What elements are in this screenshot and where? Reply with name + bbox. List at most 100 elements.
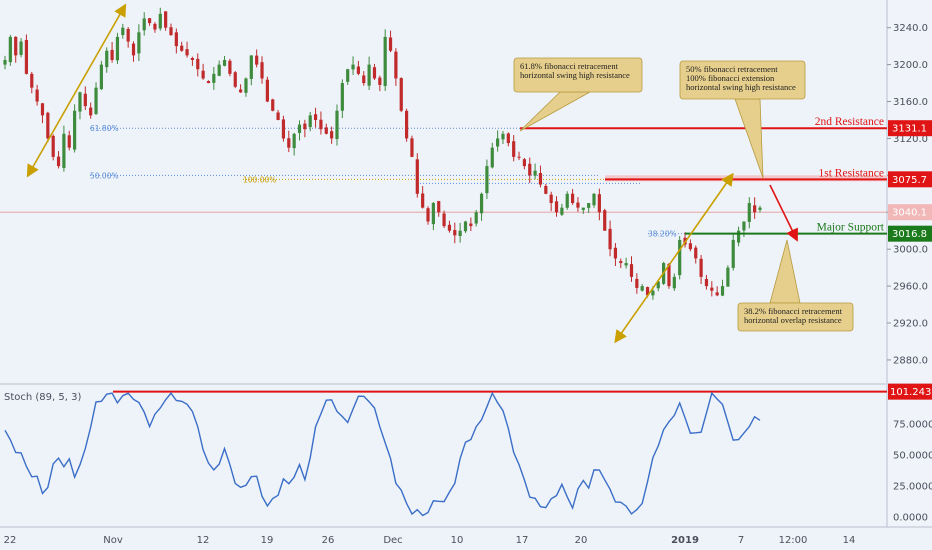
candle-body	[265, 79, 269, 102]
candle-body	[340, 83, 344, 111]
candle-body	[169, 27, 173, 36]
candle-body	[597, 194, 601, 213]
candle-body	[153, 23, 157, 30]
candle-body	[3, 59, 7, 65]
candle-body	[410, 138, 414, 157]
candle-body	[308, 115, 312, 128]
candle-body	[560, 207, 564, 215]
price-chart[interactable]: 3240.03200.03160.03120.03080.03040.03000…	[0, 0, 932, 385]
candle-body	[303, 123, 307, 130]
trend-arrow-2	[614, 172, 734, 344]
candle-body	[14, 36, 18, 56]
candle-body	[142, 18, 146, 31]
candle-body	[239, 89, 243, 93]
stoch-line	[4, 391, 761, 517]
candle-body	[372, 67, 377, 79]
candle-body	[367, 64, 371, 86]
candle-body	[313, 114, 318, 120]
candle-body	[158, 13, 162, 29]
candle-body	[469, 223, 473, 227]
annotation-text: 100% fibonacci extension	[686, 73, 775, 83]
candle-body	[549, 194, 553, 204]
fib-label: 100.00%	[243, 175, 276, 184]
y-tick-label: 3120.0	[893, 134, 928, 145]
candle-body	[747, 203, 751, 222]
annotation-text: 61.8% fibonacci retracement	[520, 61, 619, 71]
candle-body	[292, 133, 296, 149]
candle-body	[201, 70, 205, 79]
stoch-y-tick: 50.0000	[893, 451, 932, 462]
candle-body	[592, 193, 596, 206]
y-tick-label: 2920.0	[893, 319, 928, 330]
candle-body	[212, 73, 216, 83]
candle-body	[378, 77, 382, 85]
candle-body	[581, 207, 585, 210]
candle-body	[426, 208, 430, 222]
candle-body	[753, 205, 757, 213]
candle-body	[576, 202, 580, 208]
annotation-text: horizontal swing high resistance	[686, 82, 796, 92]
candle-body	[736, 230, 741, 243]
x-tick-label: 2019	[671, 535, 699, 546]
candle-body	[485, 166, 489, 194]
candle-body	[421, 193, 425, 208]
candle-body	[388, 37, 393, 51]
candle-body	[180, 45, 184, 51]
candle-body	[196, 58, 200, 70]
candle-body	[544, 185, 548, 194]
candle-body	[217, 64, 221, 76]
stoch-axis-bg	[887, 385, 932, 527]
candle-body	[276, 112, 280, 120]
candle-body	[287, 138, 291, 148]
level-label: 1st Resistance	[819, 167, 884, 179]
level-tag: 3131.1	[892, 124, 927, 135]
candle-body	[399, 78, 403, 111]
candle-body	[255, 55, 259, 65]
annotation-text: horizontal swing high resistance	[520, 70, 630, 80]
level-tag-bg	[888, 225, 932, 242]
candle-body	[415, 159, 419, 194]
stoch-y-tick: 25.0000	[893, 481, 932, 492]
candle-body	[431, 203, 435, 225]
candle-body	[190, 58, 195, 60]
candle-body	[437, 201, 441, 213]
candle-body	[501, 133, 505, 140]
level-label: 2nd Resistance	[815, 116, 884, 128]
candle-body	[324, 127, 328, 134]
x-tick-label: 14	[843, 535, 856, 546]
candle-body	[271, 99, 275, 111]
annotation-box	[679, 60, 806, 100]
annotation-box	[513, 57, 643, 93]
y-tick-label: 3000.0	[893, 245, 928, 256]
x-tick-label: Dec	[383, 535, 402, 546]
y-tick-label: 3240.0	[893, 23, 928, 34]
candle-body	[565, 193, 569, 208]
candle-body	[608, 228, 612, 250]
candle-body	[222, 59, 227, 66]
candle-body	[506, 133, 510, 144]
candle-body	[335, 110, 339, 140]
candle-body	[297, 124, 302, 133]
x-tick-label: 17	[516, 535, 529, 546]
annotation-box	[737, 302, 854, 332]
trend-arrow-1	[26, 3, 127, 178]
candle-body	[356, 66, 361, 74]
candle-body	[126, 28, 130, 42]
x-tick-label: 7	[738, 535, 744, 546]
y-tick-label: 2880.0	[893, 355, 928, 366]
current-price-tag: 3040.1	[892, 208, 927, 219]
candle-body	[587, 203, 591, 208]
stoch-y-tick: 75.0000	[893, 420, 932, 431]
annotation-text: 50% fibonacci retracement	[686, 64, 778, 74]
candle-body	[185, 49, 189, 56]
projection-arrow	[769, 184, 798, 242]
stoch-tag-bg	[888, 383, 932, 400]
candle-body	[512, 141, 516, 157]
candle-body	[281, 119, 286, 139]
stoch-tag: 101.2430	[890, 387, 932, 398]
y-tick-label: 3160.0	[893, 97, 928, 108]
candle-body	[383, 36, 387, 86]
candle-body	[463, 221, 468, 232]
